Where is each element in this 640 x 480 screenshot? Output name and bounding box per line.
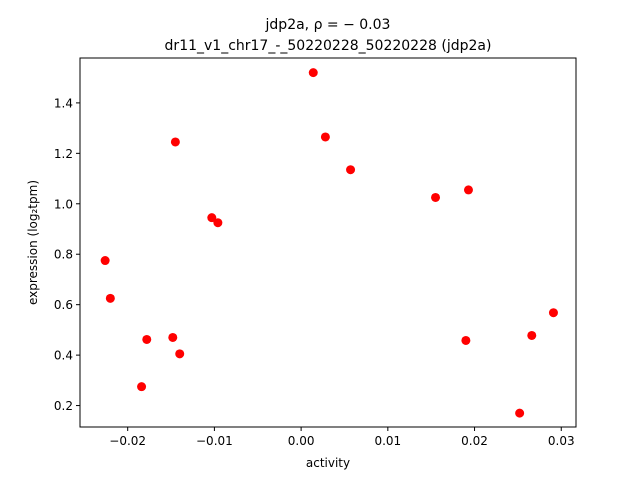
y-axis-label: expression (log₂tpm): [26, 180, 40, 305]
data-point: [463, 185, 473, 195]
y-tick-label: 1.4: [54, 96, 73, 110]
data-point: [431, 192, 441, 202]
data-point: [207, 213, 217, 223]
x-axis-ticks: −0.02 −0.01 0.00 0.01 0.02 0.03: [109, 427, 575, 448]
data-point: [548, 308, 558, 318]
y-tick-label: 1.2: [54, 147, 73, 161]
x-tick-label: 0.03: [548, 434, 575, 448]
y-tick-label: 1.0: [54, 197, 73, 211]
data-point: [527, 330, 537, 340]
data-point: [320, 132, 330, 142]
data-point: [105, 293, 115, 303]
points-layer: [100, 68, 558, 418]
y-axis-ticks: 0.2 0.4 0.6 0.8 1.0 1.2 1.4: [54, 96, 80, 413]
x-tick-label: −0.02: [109, 434, 146, 448]
data-point: [213, 218, 223, 228]
data-point: [168, 332, 178, 342]
chart-title-line1: jdp2a, ρ = − 0.03: [265, 17, 391, 33]
data-point: [100, 256, 110, 266]
y-tick-label: 0.6: [54, 298, 73, 312]
data-point: [142, 334, 152, 344]
y-tick-label: 0.4: [54, 349, 73, 363]
chart-title-line2: dr11_v1_chr17_-_50220228_50220228 (jdp2a…: [165, 38, 492, 54]
y-tick-label: 0.2: [54, 399, 73, 413]
x-tick-label: 0.00: [288, 434, 315, 448]
x-tick-label: −0.01: [196, 434, 233, 448]
data-point: [515, 408, 525, 418]
plot-frame: [79, 57, 577, 428]
data-point: [137, 382, 147, 392]
y-tick-label: 0.8: [54, 248, 73, 262]
data-point: [346, 165, 356, 175]
x-tick-label: 0.02: [461, 434, 488, 448]
x-tick-label: 0.01: [374, 434, 401, 448]
x-axis-label: activity: [306, 456, 350, 470]
data-point: [461, 335, 471, 345]
data-point: [175, 349, 185, 359]
data-point: [170, 137, 180, 147]
data-point: [308, 68, 318, 78]
